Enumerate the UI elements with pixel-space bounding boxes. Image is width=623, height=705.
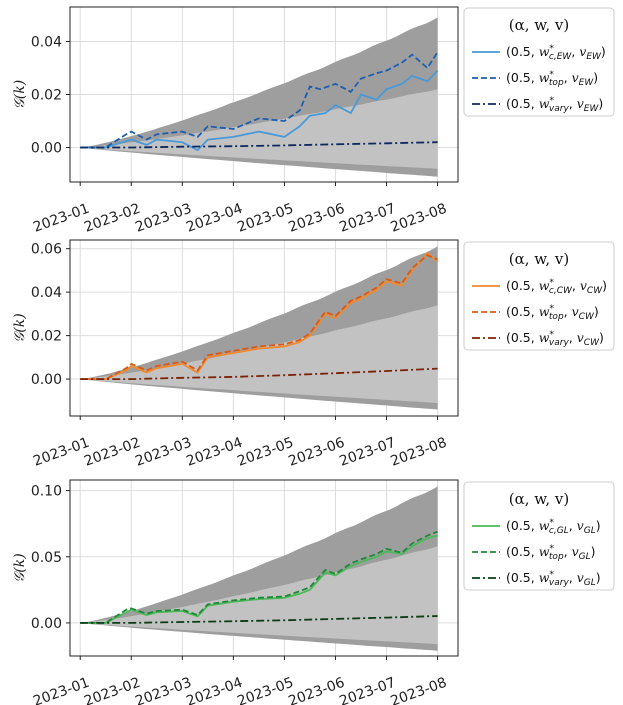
- x-tick-label: 2023-03: [133, 435, 193, 470]
- y-tick-label: 0.02: [31, 329, 62, 345]
- y-tick-label: 0.06: [31, 242, 62, 258]
- legend-entry-label: (0.5, w* vary, vCW): [506, 330, 604, 348]
- legend-1: (α, w, v) (0.5, w* c,EW, vEW) (0.5, w* top, …: [463, 7, 615, 117]
- y-tick-label: 0.02: [31, 88, 62, 104]
- y-tick-label: 0.05: [31, 550, 62, 566]
- legend-2: (α, w, v) (0.5, w* c,CW, vCW) (0.5, w* top, …: [463, 241, 615, 351]
- x-tick-label: 2023-08: [389, 435, 449, 470]
- chart-panel-1: 0.00 0.02 0.04 2023-012023-022023-032023-04…: [12, 6, 459, 236]
- x-tick-label: 2023-03: [133, 201, 193, 236]
- x-tick-label: 2023-02: [82, 435, 142, 470]
- series-line-1: [80, 251, 439, 380]
- inner-confidence-band: [80, 546, 438, 645]
- legend-entry-label: (0.5, w* c,EW, vEW): [506, 44, 606, 62]
- y-tick-label: 0.00: [31, 141, 62, 157]
- legend-title: (α, w, v): [509, 490, 569, 508]
- legend-box: [463, 481, 615, 591]
- inner-confidence-band: [80, 305, 438, 403]
- x-tick-label: 2023-04: [184, 435, 245, 470]
- x-tick-label: 2023-06: [286, 201, 347, 236]
- plot-frame: [69, 479, 459, 657]
- legend-entry-label: (0.5, w* vary, vEW): [506, 96, 603, 114]
- legend-3: (α, w, v) (0.5, w* c,GL, vGL) (0.5, w* top, …: [463, 481, 615, 591]
- legend-title: (α, w, v): [509, 250, 569, 268]
- y-tick-label: 0.04: [31, 34, 62, 50]
- y-tick-label: 0.04: [31, 285, 62, 301]
- legend-title: (α, w, v): [509, 16, 569, 34]
- x-tick-label: 2023-02: [82, 201, 142, 236]
- legend-entry-label: (0.5, w* c,CW, vCW): [506, 278, 607, 296]
- y-tick-label: 0.10: [31, 484, 62, 500]
- x-tick-label: 2023-05: [235, 201, 295, 236]
- x-tick-label: 2023-07: [337, 435, 397, 470]
- legend-box: [463, 7, 615, 117]
- x-tick-label: 2023-08: [389, 201, 449, 236]
- legend-entry-label: (0.5, w* top, vEW): [506, 70, 598, 88]
- series-line-3: [80, 141, 438, 149]
- legend-entry-label: (0.5, w* c,GL, vGL): [506, 518, 601, 536]
- series-line-3: [80, 367, 438, 380]
- y-tick-label: 0.00: [31, 372, 62, 388]
- x-tick-label: 2023-07: [337, 201, 397, 236]
- chart-panel-3: 0.000.050.102023-012023-022023-032023-04…: [12, 479, 459, 705]
- legend-entry-label: (0.5, w* top, vCW): [506, 304, 599, 322]
- series-line-1: [80, 534, 438, 624]
- legend-entry-label: (0.5, w* top, vGL): [506, 544, 596, 562]
- y-axis-label: 𝒢(k): [12, 80, 28, 109]
- y-tick-label: 0.00: [31, 616, 62, 632]
- series-line-2: [80, 51, 439, 149]
- x-tick-label: 2023-01: [31, 435, 91, 470]
- series-line-2: [80, 530, 438, 624]
- x-tick-label: 2023-05: [235, 435, 295, 470]
- series-line-3: [80, 615, 438, 624]
- series-line-1: [80, 69, 439, 152]
- series-line-2: [80, 254, 438, 380]
- x-tick-label: 2023-01: [31, 675, 91, 705]
- chart-panel-2: 0.000.020.040.062023-012023-022023-03202…: [12, 239, 459, 470]
- x-tick-label: 2023-06: [286, 435, 347, 470]
- x-tick-label: 2023-04: [184, 201, 245, 236]
- legend-box: [463, 241, 615, 351]
- inner-confidence-band: [80, 89, 438, 169]
- plot-frame: [69, 239, 459, 417]
- y-axis-label: 𝒢(k): [12, 313, 28, 342]
- y-axis-label: 𝒢(k): [12, 553, 28, 582]
- x-tick-label: 2023-01: [31, 201, 91, 236]
- legend-entry-label: (0.5, w* vary, vGL): [506, 570, 601, 588]
